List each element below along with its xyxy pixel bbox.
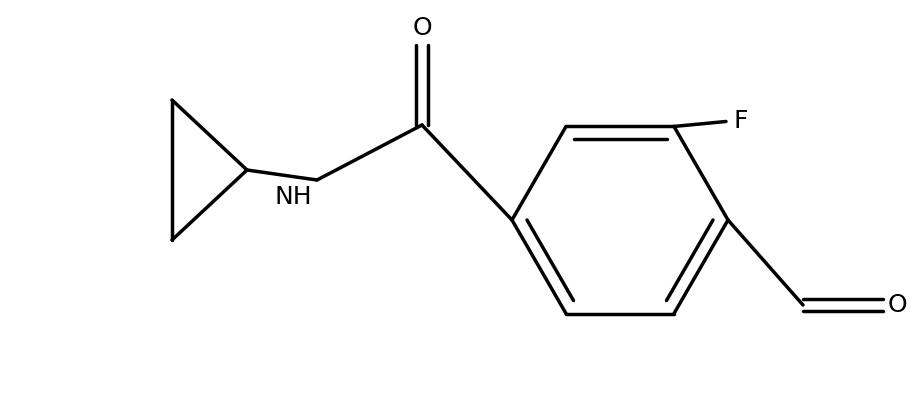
Text: NH: NH: [275, 185, 312, 209]
Text: F: F: [734, 109, 748, 133]
Text: O: O: [412, 16, 431, 40]
Text: O: O: [888, 293, 908, 317]
